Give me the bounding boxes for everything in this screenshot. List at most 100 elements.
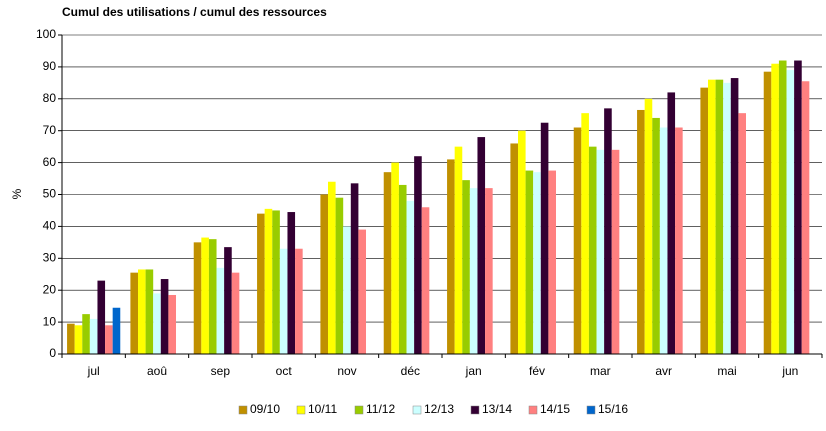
bar (350, 183, 359, 354)
bar (581, 113, 589, 354)
bar (548, 170, 556, 354)
bar (771, 63, 779, 355)
bar (652, 117, 660, 354)
y-tick-label: 30 (43, 250, 57, 264)
legend-swatch (296, 405, 306, 415)
legend-label: 13/14 (482, 402, 512, 416)
x-tick-label: jul (87, 364, 100, 378)
bar (295, 248, 303, 354)
bar (160, 279, 169, 354)
y-tick-label: 50 (43, 187, 57, 201)
bar (201, 237, 209, 354)
y-tick-label: 0 (49, 346, 56, 360)
bar (105, 325, 113, 354)
legend-swatch (470, 405, 480, 415)
legend-label: 11/12 (366, 402, 395, 416)
bar (224, 247, 232, 354)
x-tick-label: fév (529, 364, 545, 378)
bar (447, 159, 455, 354)
x-tick-label: mar (590, 364, 611, 378)
bar (588, 146, 597, 354)
chart-title: Cumul des utilisations / cumul des resso… (62, 5, 327, 19)
x-tick-label: oct (276, 364, 293, 378)
x-tick-label: nov (337, 364, 356, 378)
bar (518, 130, 526, 354)
bar (383, 172, 392, 354)
x-tick-label: jan (465, 364, 482, 378)
bar (801, 81, 810, 354)
bar (272, 210, 280, 354)
x-tick-label: avr (655, 364, 672, 378)
y-tick-label: 80 (43, 91, 57, 105)
bar (82, 314, 90, 354)
bar (723, 82, 731, 354)
bar (130, 272, 138, 354)
bar (343, 226, 351, 354)
legend-label: 10/11 (308, 402, 337, 416)
legend-swatch (354, 405, 364, 415)
bar (611, 149, 620, 354)
bar (510, 143, 518, 354)
bar (700, 87, 708, 354)
bar (193, 242, 202, 354)
bar (794, 60, 802, 355)
bar (398, 184, 407, 354)
y-tick-label: 20 (43, 282, 57, 296)
bar (264, 208, 273, 354)
bar (391, 162, 399, 354)
bar (533, 172, 541, 354)
bar (477, 137, 486, 354)
bar (168, 294, 176, 354)
x-tick-label: sep (211, 364, 231, 378)
bar (778, 60, 787, 355)
bar (421, 207, 430, 354)
legend-swatch (586, 405, 596, 415)
bar (604, 108, 612, 355)
y-axis-label: % (10, 188, 24, 199)
bar (738, 113, 746, 354)
bar (138, 269, 146, 354)
bar (358, 229, 366, 354)
bar (596, 149, 605, 354)
bar (469, 188, 478, 354)
bar (763, 71, 772, 354)
bar (97, 280, 106, 354)
x-tick-label: déc (401, 364, 420, 378)
legend-swatch (412, 405, 422, 415)
bar (320, 194, 328, 354)
bar (279, 248, 288, 354)
bar (644, 98, 653, 354)
bar (667, 92, 676, 355)
bar (67, 323, 75, 354)
legend-label: 09/10 (250, 402, 280, 416)
bar (573, 127, 582, 354)
bar (153, 293, 161, 354)
y-tick-label: 60 (43, 155, 57, 169)
bar (462, 180, 470, 354)
bar (216, 267, 225, 354)
bar (112, 307, 121, 354)
bar (89, 318, 98, 354)
bar (525, 170, 534, 354)
bar (145, 269, 154, 354)
bar (637, 109, 645, 354)
bar (715, 79, 724, 354)
bar (485, 188, 493, 354)
bar (335, 197, 344, 354)
legend-label: 15/16 (598, 402, 628, 416)
bar (208, 239, 217, 354)
bar (454, 146, 463, 354)
x-tick-label: mai (717, 364, 736, 378)
bar (328, 181, 336, 354)
bar (659, 127, 668, 354)
y-tick-label: 70 (43, 123, 57, 137)
bar (786, 70, 795, 354)
legend-label: 14/15 (540, 402, 570, 416)
y-tick-label: 10 (43, 314, 57, 328)
x-tick-label: jun (781, 364, 798, 378)
bar (74, 325, 83, 354)
bar (730, 78, 739, 354)
y-tick-label: 90 (43, 59, 57, 73)
y-tick-label: 40 (43, 219, 57, 233)
